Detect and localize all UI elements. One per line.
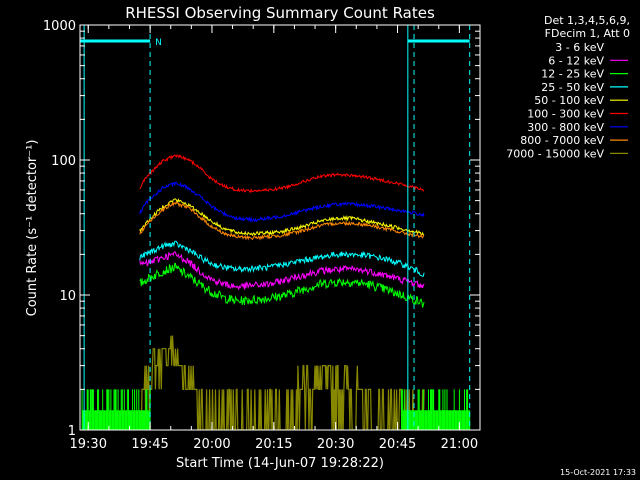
x-tick-label: 20:45 [379,437,416,452]
y-tick-label: 10 [59,289,76,304]
legend-header-line: FDecim 1, Att 0 [545,27,630,40]
x-tick-label: 20:30 [317,437,354,452]
series-line-12_25keV [139,262,425,308]
y-tick-label: 100 [51,154,76,169]
chart-title: RHESSI Observing Summary Count Rates [125,4,435,22]
x-tick-label: 19:30 [70,437,107,452]
plot-area: N [80,25,471,431]
x-axis-label: Start Time (14-Jun-07 19:28:22) [176,456,384,471]
y-tick-label: 1000 [43,19,76,34]
y-tick-group: 1 10 100 1000 [43,19,480,439]
axes [79,24,481,431]
legend-label: 3 - 6 keV [555,41,604,54]
legend: Det 1,3,4,5,6,9,FDecim 1, Att 03 - 6 keV… [506,14,630,160]
legend-label: 300 - 800 keV [527,121,604,134]
legend-label: 7000 - 15000 keV [506,147,604,160]
orbit-marker-label: N [155,38,162,48]
series-line-6_12keV [139,251,425,291]
series-line-12-25keV-background [81,389,471,430]
series-line-100_300keV [139,154,425,193]
legend-label: 6 - 12 keV [548,54,604,67]
legend-label: 100 - 300 keV [527,108,604,121]
legend-label: 25 - 50 keV [541,81,604,94]
x-tick-label: 21:00 [441,437,478,452]
legend-label: 50 - 100 keV [534,94,604,107]
x-tick-label: 20:15 [255,437,292,452]
series-line-300_800keV [139,181,425,223]
legend-label: 12 - 25 keV [541,68,604,81]
series-line-7000_15000keV [139,335,425,431]
timestamp: 15-Oct-2021 17:33 [560,468,636,477]
series-line-25_50keV [139,240,425,277]
x-tick-label: 19:45 [131,437,168,452]
x-tick-label: 20:00 [193,437,230,452]
series-line-50_100keV [139,198,425,237]
legend-label: 800 - 7000 keV [520,134,604,147]
y-tick-label: 1 [68,424,76,439]
legend-header-line: Det 1,3,4,5,6,9, [544,14,630,27]
plot-frame [79,24,481,431]
x-tick-group: 19:30 19:45 20:00 20:15 20:30 20:45 21:00 [70,25,478,452]
y-axis-label: Count Rate (s⁻¹ detector⁻¹) [25,140,40,317]
series-line-3_6keV [139,276,425,375]
series-line-800_7000keV [139,200,425,241]
